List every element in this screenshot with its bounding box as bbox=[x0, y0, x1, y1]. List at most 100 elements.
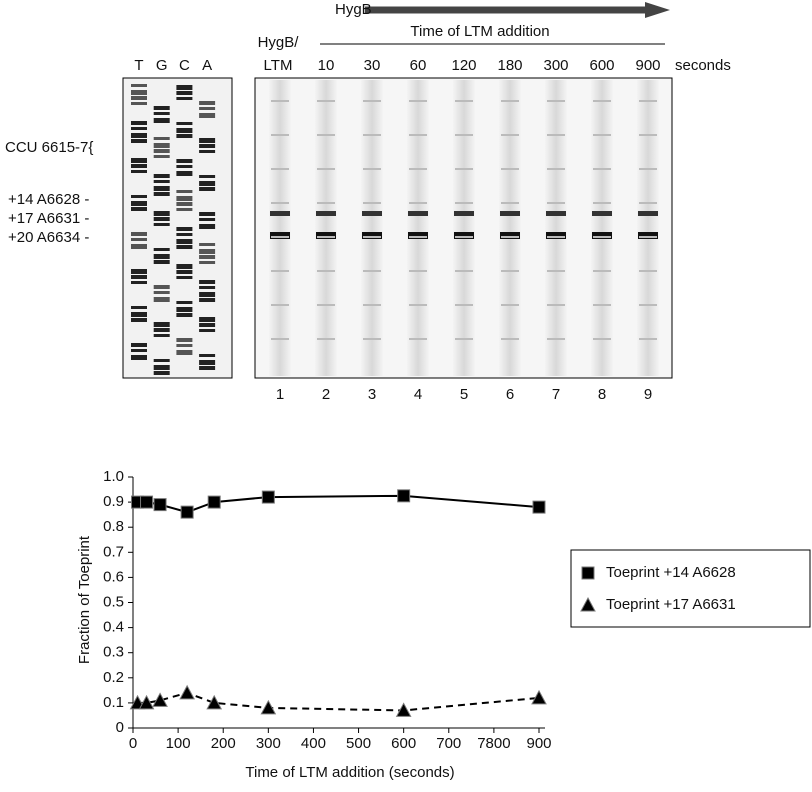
faint-band bbox=[593, 338, 611, 340]
sequencing-band bbox=[153, 192, 170, 196]
x-tick-label: 100 bbox=[166, 735, 191, 752]
faint-band bbox=[363, 270, 381, 272]
faint-band bbox=[271, 100, 289, 102]
x-tick-label: 600 bbox=[391, 735, 416, 752]
sequencing-band bbox=[131, 133, 147, 138]
faint-band bbox=[639, 100, 657, 102]
faint-band bbox=[455, 304, 473, 306]
sequencing-band bbox=[199, 175, 216, 178]
faint-band bbox=[639, 236, 657, 238]
faint-band bbox=[271, 202, 289, 204]
lane-number: 3 bbox=[368, 386, 376, 403]
sequencing-lane-label: C bbox=[179, 57, 190, 74]
band bbox=[546, 211, 566, 216]
lane-number: 4 bbox=[414, 386, 422, 403]
y-tick-label: 0.8 bbox=[103, 518, 124, 535]
faint-band bbox=[501, 100, 519, 102]
faint-band bbox=[317, 236, 335, 238]
faint-band bbox=[547, 134, 565, 136]
y-tick-label: 1.0 bbox=[103, 468, 124, 485]
faint-band bbox=[363, 168, 381, 170]
sequencing-band bbox=[176, 91, 193, 95]
marker bbox=[206, 694, 223, 710]
x-tick-label: 7800 bbox=[477, 735, 510, 752]
sequencing-band bbox=[176, 97, 193, 100]
sequencing-band bbox=[131, 127, 147, 130]
y-tick-label: 0.5 bbox=[103, 593, 124, 610]
faint-band bbox=[639, 134, 657, 136]
sequencing-lane-label: G bbox=[156, 57, 168, 74]
sequencing-band bbox=[199, 292, 216, 297]
band bbox=[408, 232, 428, 239]
faint-band bbox=[317, 100, 335, 102]
faint-band bbox=[639, 168, 657, 170]
x-tick-label: 900 bbox=[526, 735, 551, 752]
marker bbox=[138, 694, 155, 710]
arrow-head bbox=[645, 2, 670, 18]
sequencing-band bbox=[153, 149, 170, 153]
faint-band bbox=[271, 236, 289, 238]
sequencing-band bbox=[131, 349, 147, 352]
sequencing-band bbox=[199, 323, 216, 327]
marker bbox=[207, 495, 221, 509]
faint-band bbox=[271, 168, 289, 170]
sequencing-band bbox=[153, 223, 170, 226]
band bbox=[270, 211, 290, 216]
gel-lane bbox=[315, 80, 337, 376]
sequencing-band bbox=[131, 84, 147, 87]
sequencing-band bbox=[153, 322, 170, 327]
sequencing-band bbox=[131, 306, 147, 309]
band bbox=[362, 211, 382, 216]
legend-marker bbox=[581, 566, 595, 580]
side-label: +14 A6628 - bbox=[8, 191, 89, 208]
marker bbox=[153, 498, 167, 512]
time-unit: seconds bbox=[675, 57, 731, 74]
sequencing-lane-label: A bbox=[202, 57, 212, 74]
band bbox=[500, 232, 520, 239]
sequencing-band bbox=[199, 101, 216, 105]
sequencing-band bbox=[199, 138, 216, 143]
sequencing-band bbox=[199, 354, 216, 357]
sequencing-band bbox=[153, 334, 170, 337]
sequencing-band bbox=[131, 195, 147, 198]
band bbox=[638, 232, 658, 239]
faint-band bbox=[593, 134, 611, 136]
sequencing-band bbox=[153, 174, 170, 178]
arrow-label: HygB bbox=[335, 1, 372, 18]
sequencing-band bbox=[176, 338, 193, 342]
band bbox=[638, 211, 658, 216]
y-axis-title: Fraction of Toeprint bbox=[76, 535, 93, 664]
faint-band bbox=[639, 202, 657, 204]
legend-label: Toeprint +17 A6631 bbox=[606, 596, 736, 613]
sequencing-band bbox=[131, 238, 147, 241]
faint-band bbox=[363, 338, 381, 340]
marker bbox=[261, 490, 275, 504]
sequencing-band bbox=[153, 291, 170, 294]
lane-number: 2 bbox=[322, 386, 330, 403]
sequencing-band bbox=[153, 371, 170, 375]
lane-header: HygB/ bbox=[258, 34, 300, 51]
band bbox=[270, 232, 290, 239]
sequencing-band bbox=[131, 170, 147, 173]
faint-band bbox=[271, 304, 289, 306]
band bbox=[454, 232, 474, 239]
marker bbox=[260, 699, 277, 715]
sequencing-band bbox=[153, 285, 170, 289]
sequencing-band bbox=[131, 355, 147, 360]
faint-band bbox=[455, 168, 473, 170]
sequencing-band bbox=[131, 201, 147, 206]
faint-band bbox=[593, 236, 611, 238]
faint-band bbox=[363, 134, 381, 136]
sequencing-band bbox=[131, 164, 147, 168]
faint-band bbox=[317, 134, 335, 136]
sequencing-band bbox=[176, 122, 193, 125]
sequencing-band bbox=[176, 233, 193, 236]
sequencing-band bbox=[176, 85, 193, 90]
faint-band bbox=[455, 236, 473, 238]
series-line bbox=[137, 494, 540, 514]
faint-band bbox=[639, 338, 657, 340]
sequencing-band bbox=[131, 102, 147, 105]
faint-band bbox=[409, 202, 427, 204]
time-header: Time of LTM addition bbox=[410, 23, 549, 40]
lane-number: 6 bbox=[506, 386, 514, 403]
